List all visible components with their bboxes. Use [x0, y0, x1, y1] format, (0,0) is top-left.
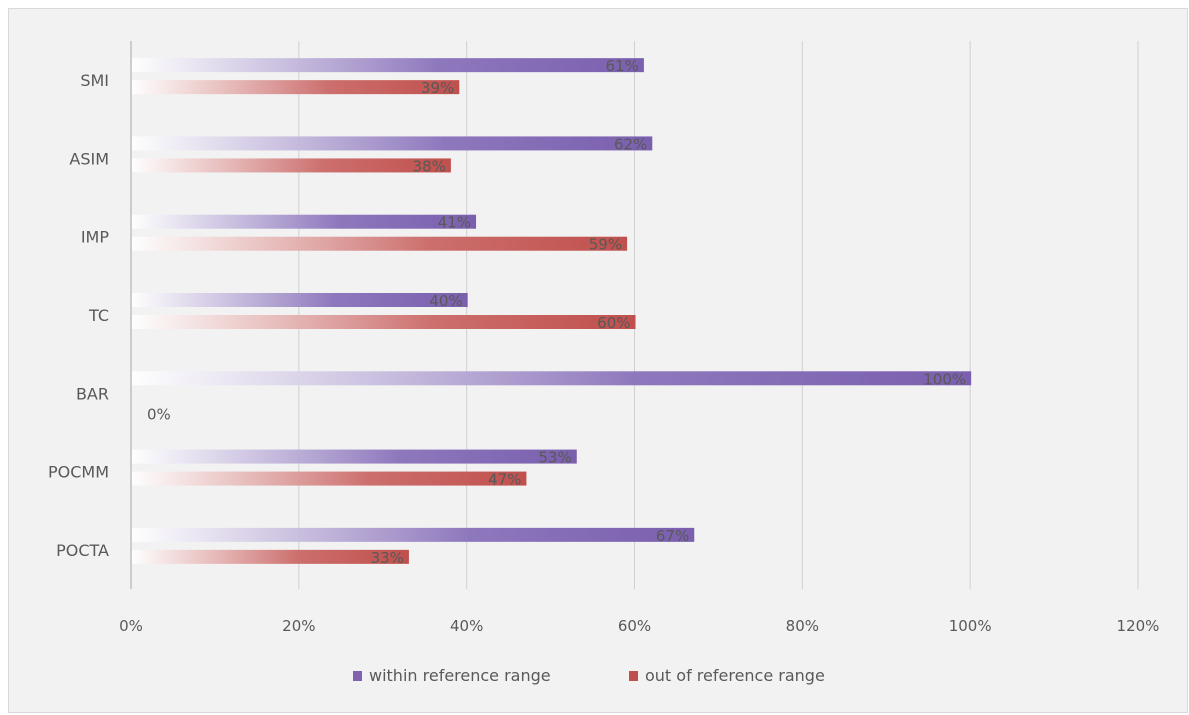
y-category-label: ASIM	[69, 149, 109, 168]
x-tick-label: 40%	[450, 617, 483, 635]
data-label: 100%	[923, 370, 966, 388]
y-category-label: POCTA	[56, 541, 109, 560]
data-label: 38%	[413, 157, 446, 175]
bars	[132, 58, 971, 564]
data-label: 62%	[614, 135, 647, 153]
bar-within-range	[132, 58, 644, 72]
bar-within-range	[132, 293, 468, 307]
data-label: 39%	[421, 79, 454, 97]
bar-out-of-range	[132, 80, 459, 94]
bar-out-of-range	[132, 550, 409, 564]
y-category-label: IMP	[81, 228, 110, 247]
y-category-label: SMI	[80, 71, 109, 90]
data-label: 0%	[147, 405, 171, 423]
bar-within-range	[132, 136, 652, 150]
data-label: 33%	[371, 549, 404, 567]
bar-out-of-range	[132, 158, 451, 172]
x-tick-label: 100%	[949, 617, 992, 635]
x-tick-label: 80%	[786, 617, 819, 635]
data-label: 67%	[656, 527, 689, 545]
y-category-label: POCMM	[48, 463, 109, 482]
data-label: 60%	[597, 314, 630, 332]
legend-label: out of reference range	[645, 666, 825, 685]
data-label: 47%	[488, 471, 521, 489]
bar-out-of-range	[132, 472, 526, 486]
legend: within reference range out of reference r…	[353, 666, 825, 685]
bar-within-range	[132, 215, 476, 229]
bar-out-of-range	[132, 237, 627, 251]
bar-within-range	[132, 371, 971, 385]
y-category-label: TC	[88, 306, 109, 325]
legend-swatch-within	[353, 671, 362, 681]
x-tick-label: 0%	[119, 617, 143, 635]
x-tick-label: 20%	[282, 617, 315, 635]
x-tick-label: 120%	[1117, 617, 1160, 635]
data-label: 40%	[429, 292, 462, 310]
bar-within-range	[132, 450, 577, 464]
bar-out-of-range	[132, 315, 636, 329]
bar-within-range	[132, 528, 694, 542]
data-label: 41%	[438, 214, 471, 232]
data-label: 59%	[589, 236, 622, 254]
y-category-label: BAR	[76, 384, 109, 403]
bar-chart: 61% 39% 62% 38% 41% 59% 40% 60% 100% 0% 53% 47% 67% 3…	[9, 9, 1187, 712]
chart-frame: 61% 39% 62% 38% 41% 59% 40% 60% 100% 0% 53% 47% 67% 3…	[8, 8, 1188, 713]
x-tick-label: 60%	[618, 617, 651, 635]
data-label: 53%	[538, 449, 571, 467]
legend-label: within reference range	[369, 666, 551, 685]
legend-swatch-out	[629, 671, 638, 681]
data-labels: 61% 39% 62% 38% 41% 59% 40% 60% 100% 0% 53% 47% 67% 3…	[147, 57, 966, 567]
data-label: 61%	[606, 57, 639, 75]
